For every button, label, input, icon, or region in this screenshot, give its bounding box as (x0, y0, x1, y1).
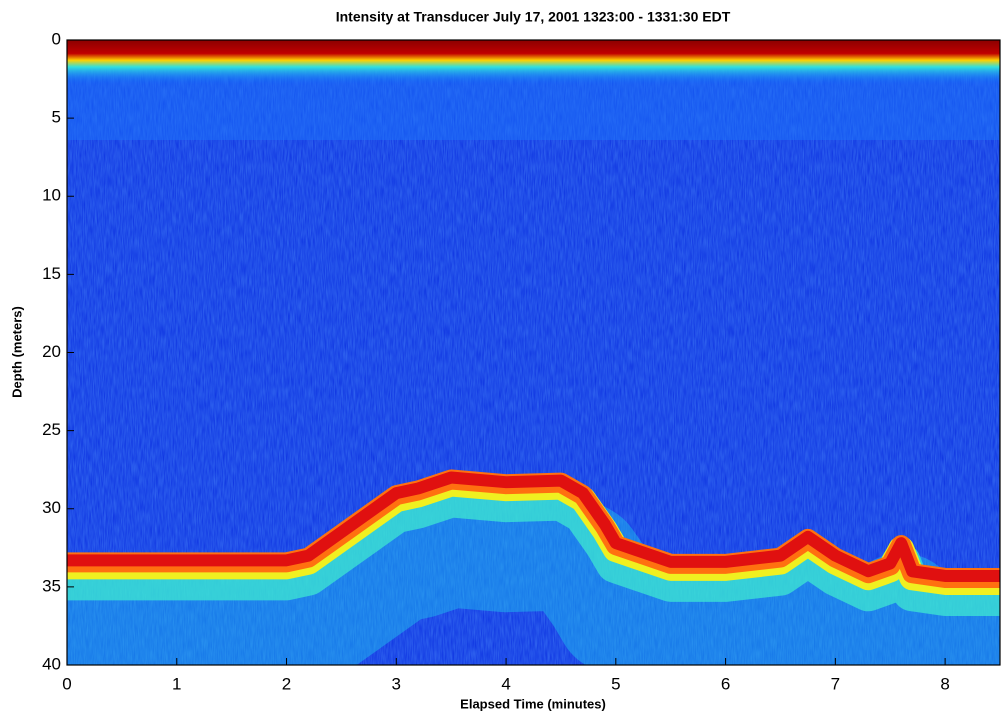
y-tick-label: 5 (52, 108, 61, 127)
x-tick-label: 4 (501, 674, 510, 693)
x-tick-label: 2 (282, 674, 291, 693)
y-tick-label: 20 (42, 342, 61, 361)
x-tick-label: 5 (611, 674, 620, 693)
y-tick-label: 10 (42, 186, 61, 205)
y-axis-label: Depth (meters) (9, 306, 24, 398)
x-tick-label: 1 (172, 674, 181, 693)
echo-core (67, 471, 1000, 582)
y-tick-label: 30 (42, 498, 61, 517)
x-tick-label: 6 (721, 674, 730, 693)
y-tick-label: 0 (52, 29, 61, 48)
x-tick-label: 7 (831, 674, 840, 693)
y-tick-label: 40 (42, 654, 61, 673)
echo-layers (67, 469, 1000, 665)
x-axis-label: Elapsed Time (minutes) (460, 696, 606, 711)
chart-title: Intensity at Transducer July 17, 2001 13… (336, 9, 731, 25)
x-tick-label: 3 (392, 674, 401, 693)
y-tick-label: 35 (42, 576, 61, 595)
surface-layer (67, 40, 1000, 85)
echo-tail (67, 487, 1000, 665)
x-tick-label: 0 (62, 674, 71, 693)
x-tick-label: 8 (940, 674, 949, 693)
y-tick-label: 15 (42, 264, 61, 283)
y-tick-label: 25 (42, 420, 61, 439)
